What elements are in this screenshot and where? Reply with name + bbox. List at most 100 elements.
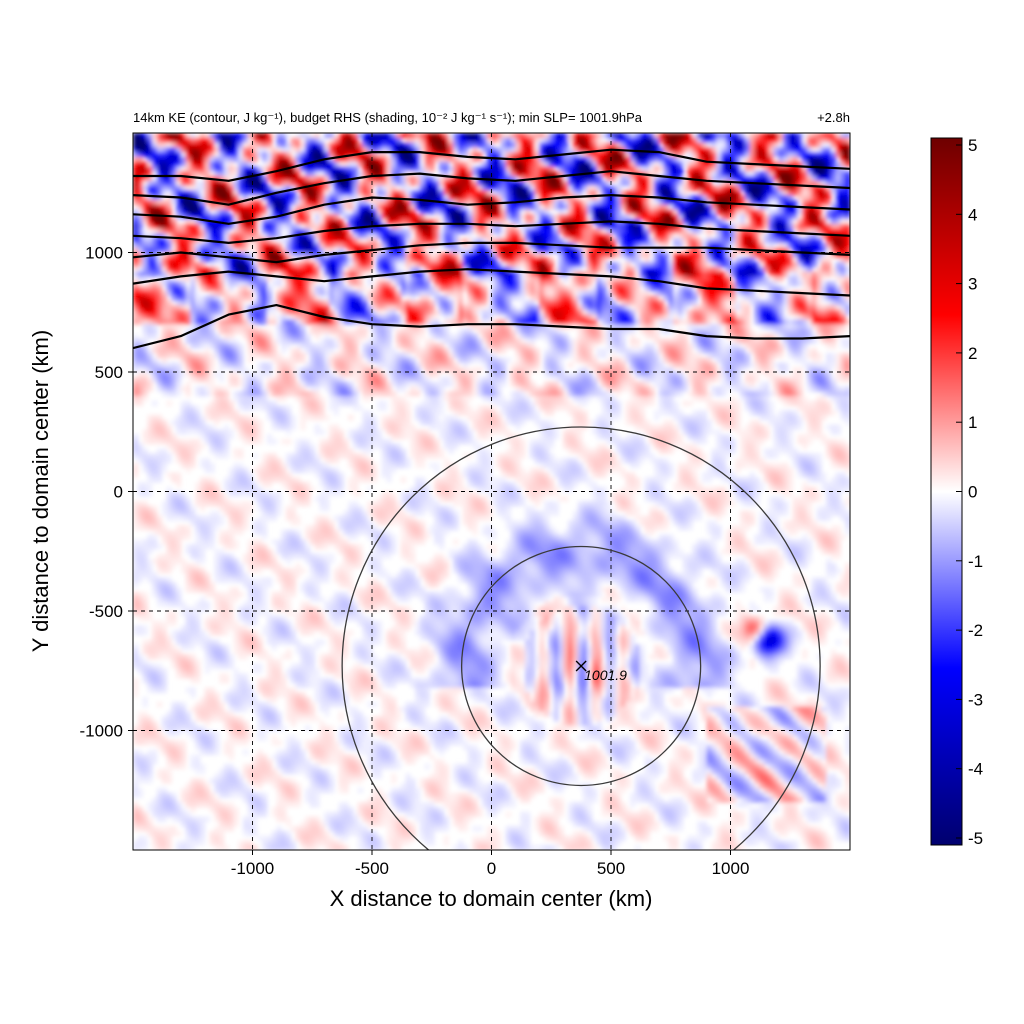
field-cell — [242, 281, 249, 287]
field-cell — [658, 209, 665, 215]
field-cell — [443, 257, 450, 263]
field-cell — [687, 228, 693, 234]
field-cell — [567, 257, 574, 263]
field-cell — [147, 242, 153, 249]
field-cell — [845, 137, 850, 144]
field-cell — [133, 228, 139, 234]
field-cell — [443, 142, 450, 148]
field-cell — [701, 228, 708, 234]
field-cell — [152, 137, 158, 144]
field-cell — [338, 195, 344, 201]
field-cell — [458, 199, 464, 206]
field-cell — [405, 137, 411, 144]
field-cell — [802, 152, 808, 158]
field-cell — [429, 133, 435, 139]
field-cell — [467, 281, 473, 287]
field-cell — [156, 290, 163, 297]
field-cell — [845, 190, 850, 196]
field-cell — [223, 262, 230, 268]
field-cell — [524, 180, 531, 187]
field-cell — [295, 252, 301, 258]
field-cell — [625, 195, 631, 201]
field-cell — [338, 257, 344, 263]
field-cell — [180, 247, 187, 254]
field-cell — [156, 171, 163, 177]
field-cell — [410, 133, 416, 139]
field-cell — [754, 166, 760, 172]
field-cell — [343, 295, 349, 301]
field-cell — [362, 142, 368, 148]
field-cell — [620, 199, 626, 206]
field-cell — [826, 133, 832, 139]
field-cell — [199, 247, 206, 254]
field-cell — [639, 199, 646, 206]
field-cell — [644, 142, 650, 148]
field-cell — [338, 166, 344, 172]
field-cell — [520, 137, 526, 144]
field-cell — [276, 199, 282, 206]
field-cell — [826, 219, 832, 225]
field-cell — [639, 228, 646, 234]
field-cell — [429, 290, 435, 297]
field-cell — [730, 190, 736, 196]
field-cell — [214, 247, 220, 254]
field-cell — [711, 228, 717, 234]
field-cell — [415, 290, 421, 297]
field-cell — [300, 219, 306, 225]
field-cell — [477, 281, 483, 287]
field-cell — [180, 142, 187, 148]
field-cell — [601, 252, 607, 258]
field-cell — [491, 185, 497, 191]
field-cell — [319, 257, 325, 263]
field-cell — [348, 147, 354, 153]
field-cell — [309, 257, 316, 263]
field-cell — [453, 214, 459, 220]
field-cell — [477, 242, 483, 249]
field-cell — [639, 214, 646, 220]
field-cell — [199, 137, 206, 144]
field-cell — [673, 290, 679, 297]
field-cell — [190, 180, 196, 187]
field-cell — [611, 209, 617, 215]
field-cell — [472, 142, 478, 148]
field-cell — [472, 285, 478, 292]
field-cell — [314, 190, 321, 196]
field-cell — [529, 281, 536, 287]
field-cell — [701, 176, 708, 182]
field-cell — [448, 185, 454, 191]
field-cell — [840, 262, 846, 268]
field-cell — [744, 137, 751, 144]
field-cell — [544, 290, 550, 297]
field-cell — [701, 214, 708, 220]
field-cell — [481, 290, 488, 297]
field-cell — [300, 214, 306, 220]
field-cell — [654, 156, 660, 163]
field-cell — [816, 185, 822, 191]
field-cell — [567, 214, 574, 220]
field-cell — [185, 161, 191, 168]
field-cell — [166, 271, 172, 277]
field-cell — [352, 195, 359, 201]
field-cell — [223, 137, 230, 144]
field-cell — [352, 281, 359, 287]
field-cell — [582, 285, 588, 292]
field-cell — [826, 176, 832, 182]
field-cell — [658, 185, 665, 191]
field-cell — [391, 295, 397, 301]
field-cell — [443, 195, 450, 201]
field-cell — [539, 166, 545, 172]
field-cell — [558, 147, 564, 153]
field-cell — [400, 195, 407, 201]
field-cell — [171, 152, 177, 158]
field-cell — [199, 228, 206, 234]
field-cell — [176, 257, 182, 263]
field-cell — [305, 176, 311, 182]
field-cell — [515, 262, 521, 268]
field-cell — [133, 219, 139, 225]
field-cell — [190, 204, 196, 211]
field-cell — [701, 195, 708, 201]
field-cell — [333, 204, 340, 211]
field-cell — [567, 290, 574, 297]
field-cell — [548, 147, 555, 153]
field-cell — [553, 133, 560, 139]
